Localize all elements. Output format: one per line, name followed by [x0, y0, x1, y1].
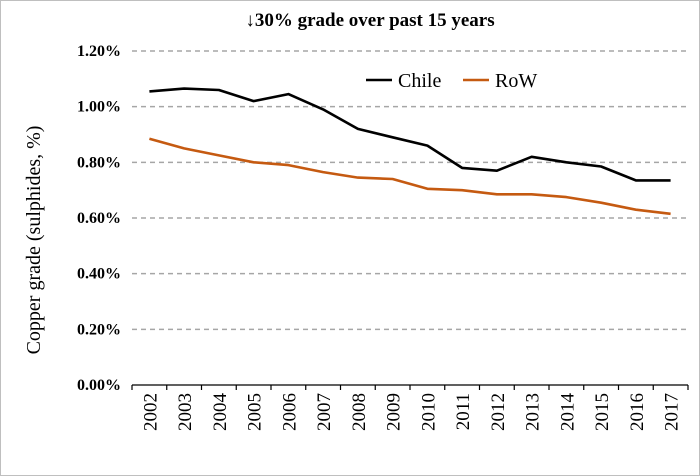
series-line-row	[149, 137, 671, 216]
y-tick-label: 1.00%	[77, 99, 121, 116]
x-tick-label: 2014	[557, 393, 578, 432]
x-tick-label: 2004	[210, 393, 231, 432]
series-line-chile	[149, 87, 671, 182]
series-lines	[149, 87, 671, 216]
x-tick-label: 2012	[488, 393, 509, 431]
grid-lines	[132, 50, 688, 386]
y-tick-label: 0.40%	[77, 266, 121, 283]
x-tick-label: 2009	[384, 393, 405, 431]
x-tick-label: 2007	[314, 393, 335, 431]
y-tick-label: 0.80%	[77, 154, 121, 171]
y-tick-label: 0.60%	[77, 210, 121, 227]
x-tick-label: 2008	[349, 393, 370, 431]
y-tick-label: 1.20%	[77, 43, 121, 60]
y-axis-label: Copper grade (sulphides, %)	[23, 126, 45, 355]
y-tick-label: 0.20%	[77, 321, 121, 338]
x-tick-label: 2003	[175, 393, 196, 431]
x-tick-label: 2010	[418, 393, 439, 431]
y-tick-label: 0.00%	[77, 377, 121, 394]
legend-label: Chile	[398, 70, 441, 92]
x-tick-label: 2017	[662, 393, 683, 431]
y-tick-labels: 0.00% 0.20% 0.40% 0.60% 0.80% 1.00% 1.20%	[77, 43, 121, 394]
chart-title: ↓30% grade over past 15 years	[245, 10, 494, 31]
x-tick-label: 2002	[140, 393, 161, 431]
x-tick-label: 2016	[627, 393, 648, 431]
x-tick-label: 2013	[523, 393, 544, 431]
x-tick-label: 2006	[279, 393, 300, 431]
x-tick-label: 2005	[245, 393, 266, 431]
x-tick-label: 2011	[453, 393, 474, 430]
x-tick-label: 2015	[592, 393, 613, 431]
x-tick-labels: 2002 2003 2004 2005 2006 2007 2008 2009 2010 2011…	[131, 385, 689, 432]
legend: Chile RoW	[366, 70, 537, 92]
legend-label: RoW	[495, 70, 537, 92]
